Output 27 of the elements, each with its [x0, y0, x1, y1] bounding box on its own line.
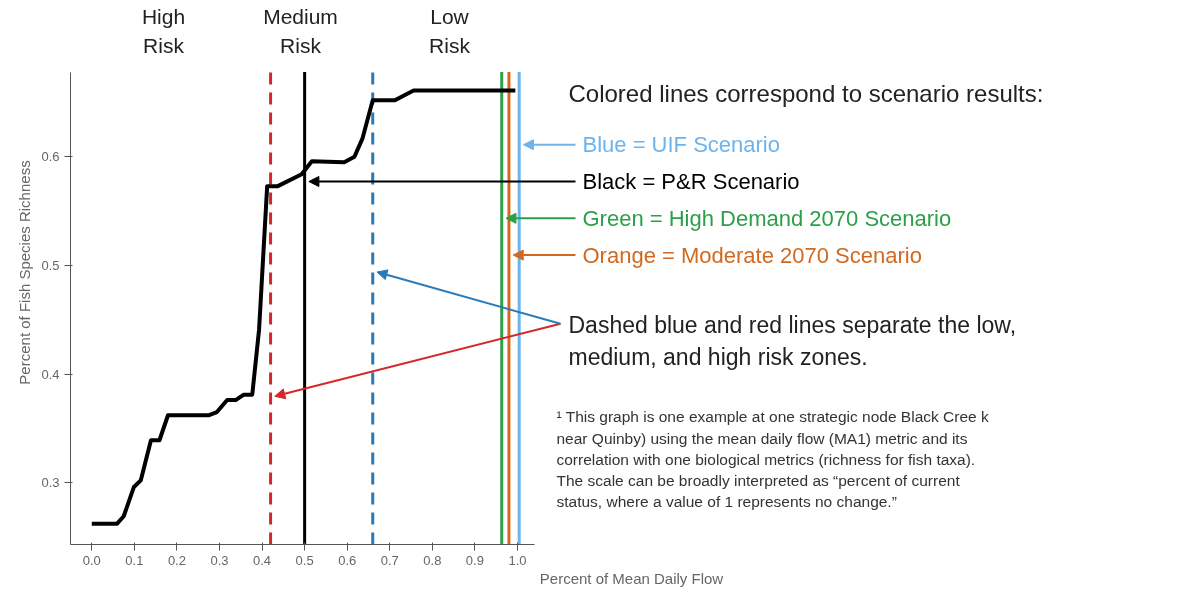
x-axis-title: Percent of Mean Daily Flow — [539, 569, 724, 587]
x-tick-label: 0.4 — [253, 552, 272, 568]
y-tick-label: 0.3 — [41, 475, 60, 491]
ref-line-label: Blue = UIF Scenario — [582, 132, 780, 158]
x-tick-label: 0.8 — [423, 552, 442, 568]
x-tick-label: 0.6 — [338, 552, 357, 568]
x-tick-label: 0.1 — [125, 552, 144, 568]
text: Medium Risk — [263, 5, 338, 58]
x-tick-label: 0.3 — [210, 552, 229, 568]
x-tick-label: 0.2 — [167, 552, 186, 568]
x-tick-label: 0.9 — [465, 552, 484, 568]
text: Colored lines correspond to scenario results: — [568, 80, 1044, 108]
y-axis-title: Percent of Fish Species Richness — [16, 160, 34, 385]
x-tick-label: 1.0 — [508, 552, 527, 568]
text: Low Risk — [429, 5, 471, 58]
ref-line-label: Orange = Moderate 2070 Scenario — [582, 242, 922, 268]
ref-line-label: Green = High Demand 2070 Scenario — [582, 205, 952, 231]
y-tick-label: 0.6 — [41, 149, 60, 165]
text: Dashed blue and red lines separate the low, medium, and high risk zones. — [568, 311, 1017, 371]
x-tick-label: 0.7 — [380, 552, 399, 568]
ref-line-label: Black = P&R Scenario — [582, 169, 800, 194]
x-tick-label: 0.0 — [82, 552, 101, 568]
y-tick-label: 0.5 — [41, 257, 60, 273]
text: ¹ This graph is one example at one strategic node Black Cree k near Quinby) using the mean daily flow (MA1) metric and its correlation with one biological metrics (richness for fish taxa). The scale can be broadly interpreted as “percent of current status, where a value of 1 represents no change.” — [556, 408, 989, 511]
x-tick-label: 0.5 — [295, 552, 314, 568]
y-tick-label: 0.4 — [41, 366, 60, 382]
text: High Risk — [141, 5, 186, 58]
